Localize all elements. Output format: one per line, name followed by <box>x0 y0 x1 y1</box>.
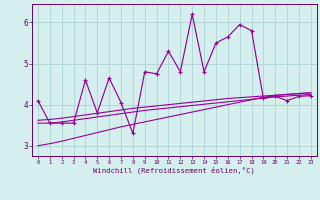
X-axis label: Windchill (Refroidissement éolien,°C): Windchill (Refroidissement éolien,°C) <box>93 167 255 174</box>
